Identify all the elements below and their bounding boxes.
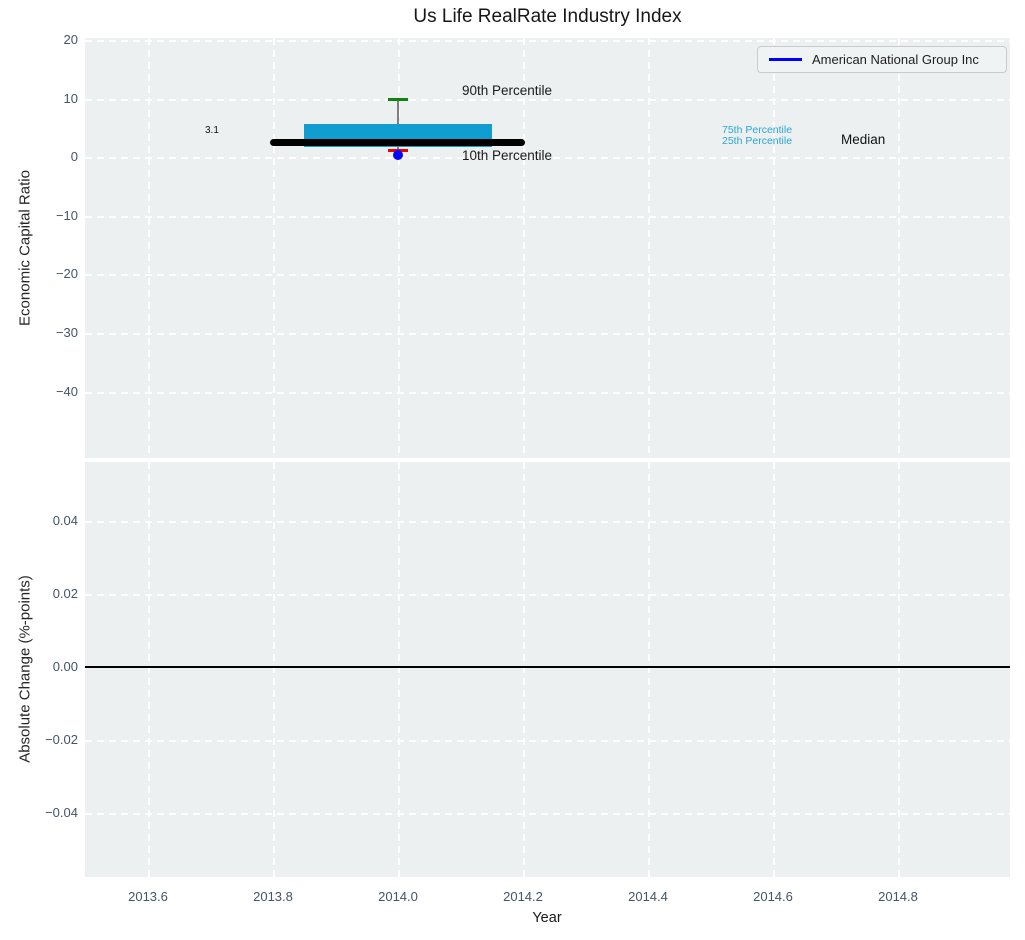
bottom-plot xyxy=(85,462,1010,877)
legend-label: American National Group Inc xyxy=(812,52,979,67)
gridline-vertical xyxy=(773,462,775,877)
x-axis-label: Year xyxy=(532,910,562,926)
gridline-vertical xyxy=(523,38,525,458)
gridline-horizontal xyxy=(85,740,1010,742)
gridline-horizontal xyxy=(85,216,1010,218)
gridline-horizontal xyxy=(85,521,1010,523)
gridline-horizontal xyxy=(85,333,1010,335)
gridline-vertical xyxy=(898,38,900,458)
gridline-vertical xyxy=(648,38,650,458)
gridline-vertical xyxy=(773,38,775,458)
bottom-y-axis-label: Absolute Change (%-points) xyxy=(16,575,34,763)
ytick-label: −30 xyxy=(55,325,78,340)
ytick-label: 0.02 xyxy=(52,586,78,601)
ytick-label: 10 xyxy=(63,91,78,106)
top-plot: 3.1 90th Percentile 10th Percentile 75th… xyxy=(85,38,1010,458)
gridline-vertical xyxy=(398,462,400,877)
gridline-vertical xyxy=(273,462,275,877)
annotation-25th-percentile: 25th Percentile xyxy=(722,135,793,147)
ytick-label: 0.00 xyxy=(52,659,78,674)
xtick-label: 2013.6 xyxy=(128,889,168,904)
ytick-label: −0.02 xyxy=(45,732,78,747)
gridline-vertical xyxy=(898,462,900,877)
ytick-label: −20 xyxy=(55,266,78,281)
gridline-vertical xyxy=(523,462,525,877)
gridline-horizontal xyxy=(85,813,1010,815)
median-value-label: 3.1 xyxy=(205,125,219,136)
xtick-label: 2014.0 xyxy=(378,889,418,904)
chart-title: Us Life RealRate Industry Index xyxy=(413,6,682,27)
gridline-horizontal xyxy=(85,392,1010,394)
gridline-horizontal xyxy=(85,594,1010,596)
xtick-label: 2014.6 xyxy=(753,889,793,904)
ytick-label: −40 xyxy=(55,384,78,399)
gridline-vertical xyxy=(148,38,150,458)
annotation-75th-percentile: 75th Percentile xyxy=(722,124,793,136)
ytick-label: −10 xyxy=(55,208,78,223)
annotation-median: Median xyxy=(841,132,886,147)
boxplot-median-line xyxy=(270,139,525,146)
top-y-axis-label: Economic Capital Ratio xyxy=(16,170,34,326)
gridline-horizontal xyxy=(85,157,1010,159)
gridline-vertical xyxy=(398,38,400,458)
xtick-label: 2013.8 xyxy=(253,889,293,904)
gridline-horizontal xyxy=(85,99,1010,101)
annotation-90th-percentile: 90th Percentile xyxy=(462,83,553,98)
boxplot-90th-cap xyxy=(388,98,408,101)
xtick-label: 2014.8 xyxy=(878,889,918,904)
ytick-label: 20 xyxy=(63,32,78,47)
legend: American National Group Inc xyxy=(757,46,1007,73)
gridline-vertical xyxy=(648,462,650,877)
gridline-horizontal xyxy=(85,274,1010,276)
ytick-label: 0 xyxy=(70,149,78,164)
zero-reference-line xyxy=(85,666,1010,668)
gridline-vertical xyxy=(148,462,150,877)
annotation-10th-percentile: 10th Percentile xyxy=(462,148,553,163)
legend-line-sample xyxy=(769,58,802,61)
gridline-vertical xyxy=(273,38,275,458)
ytick-label: 0.04 xyxy=(52,513,78,528)
company-data-point xyxy=(393,150,403,160)
ytick-label: −0.04 xyxy=(45,805,78,820)
gridline-horizontal xyxy=(85,40,1010,42)
xtick-label: 2014.4 xyxy=(628,889,668,904)
xtick-label: 2014.2 xyxy=(503,889,543,904)
